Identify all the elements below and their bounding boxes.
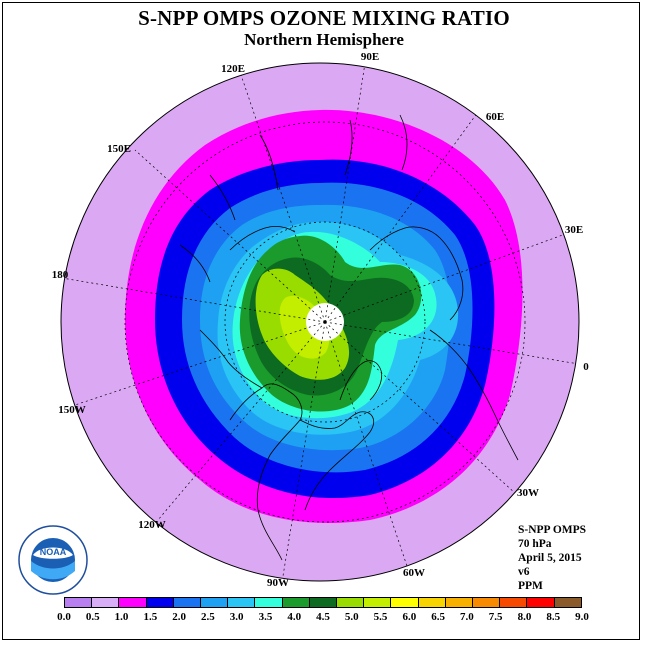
colorbar-segment — [92, 598, 120, 607]
map-frame — [2, 2, 640, 640]
label-30e: 30E — [565, 224, 583, 236]
colorbar-tick-label: 0.5 — [85, 611, 100, 623]
colorbar-segment — [65, 598, 93, 607]
meridian-0 — [324, 321, 579, 366]
map-title: S-NPP OMPS OZONE MIXING RATIO — [138, 6, 510, 30]
colorbar-tick-label: 3.0 — [229, 611, 244, 623]
latitude-circle-30 — [124, 121, 526, 523]
colorbar-ticks: 0.0 0.5 1.0 1.5 2.0 2.5 3.0 3.5 4.0 4.5 5.0 5.5 6.0 6… — [0, 611, 648, 625]
colorbar-tick-label: 7.5 — [488, 611, 503, 623]
colorbar-tick-label: 6.0 — [402, 611, 417, 623]
colorbar-segment — [228, 598, 256, 607]
colorbar-tick-label: 6.5 — [431, 611, 445, 623]
colorbar-tick-label: 0.0 — [57, 611, 71, 623]
colorbar-tick-label: 5.0 — [344, 611, 359, 623]
colorbar-tick-label: 5.5 — [373, 611, 388, 623]
colorbar-segment — [337, 598, 365, 607]
meridian-120w — [157, 321, 326, 521]
logo-text: NOAA — [40, 547, 67, 557]
map-boundary — [60, 62, 580, 582]
meridian-30e — [324, 232, 569, 323]
colorbar-segment — [119, 598, 147, 607]
info-instrument: S-NPP OMPS — [518, 524, 587, 536]
label-120e: 120E — [221, 63, 245, 75]
colorbar-segment — [146, 598, 174, 607]
coastlines — [179, 114, 519, 561]
colorbar-tick-label: 2.5 — [201, 611, 215, 623]
label-0: 0 — [583, 361, 589, 373]
colorbar-segment — [527, 598, 555, 607]
colorbar-tick-label: 1.5 — [143, 611, 158, 623]
colorbar-segment — [391, 598, 419, 607]
colorbar-tick-label: 8.0 — [517, 611, 532, 623]
colorbar-segment — [554, 598, 581, 607]
colorbar-tick-label: 2.0 — [172, 611, 186, 623]
colorbar-segment — [255, 598, 283, 607]
colorbar-tick-label: 4.0 — [287, 611, 302, 623]
colorbar-tick-label: 9.0 — [575, 611, 589, 623]
latitude-circle-60 — [224, 221, 426, 423]
meridian-90w — [281, 321, 326, 581]
colorbar — [64, 597, 582, 608]
label-150e: 150E — [107, 143, 131, 155]
graticule — [61, 63, 579, 581]
meridian-90e — [324, 63, 366, 323]
longitude-labels: 90E 60E 30E 0 30W 60W 90W 120W 150W 180 … — [52, 51, 590, 589]
colorbar-segment — [309, 598, 338, 607]
colorbar-segment — [173, 598, 202, 607]
info-pressure-level: 70 hPa — [518, 538, 552, 550]
logo-wave — [31, 561, 75, 580]
colorbar-segment — [282, 598, 310, 607]
colorbar-tick-label: 4.5 — [316, 611, 330, 623]
meridian-120e — [239, 71, 326, 323]
colorbar-tick-label: 8.5 — [546, 611, 561, 623]
noaa-logo-icon: NOAA — [18, 525, 88, 595]
info-version: v6 — [518, 566, 530, 578]
colorbar-segment — [500, 598, 528, 607]
label-30w: 30W — [517, 487, 539, 499]
label-90w: 90W — [267, 577, 289, 589]
label-60w: 60W — [403, 567, 425, 579]
meridian-150w — [74, 321, 326, 406]
colorbar-segment — [201, 598, 229, 607]
label-180: 180 — [52, 269, 69, 281]
colorbar-tick-label: 3.5 — [258, 611, 273, 623]
colorbar-segment — [364, 598, 392, 607]
info-box: S-NPP OMPS 70 hPa April 5, 2015 v6 PPM — [518, 523, 586, 593]
label-90e: 90E — [361, 51, 379, 63]
label-60e: 60E — [486, 111, 504, 123]
colorbar-segment — [473, 598, 501, 607]
label-150w: 150W — [58, 404, 86, 416]
map-subtitle: Northern Hemisphere — [244, 30, 404, 49]
colorbar-tick-label: 7.0 — [460, 611, 474, 623]
info-unit: PPM — [518, 580, 543, 592]
label-120w: 120W — [138, 519, 166, 531]
meridian-60e — [324, 111, 479, 323]
info-date: April 5, 2015 — [518, 552, 582, 564]
colorbar-segment — [445, 598, 474, 607]
logo-gull — [33, 547, 73, 559]
colorbar-segment — [418, 598, 446, 607]
colorbar-tick-label: 1.0 — [114, 611, 129, 623]
